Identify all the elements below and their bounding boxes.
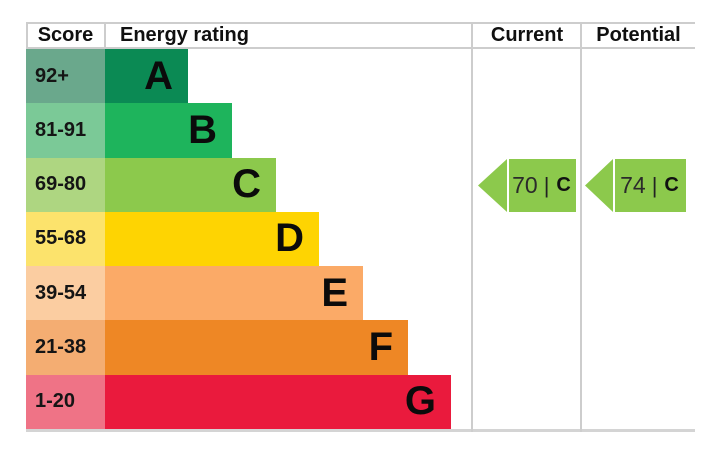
header-bottom-border xyxy=(26,47,695,49)
potential-rating-separator: | xyxy=(651,172,658,198)
table-top-border xyxy=(26,22,695,24)
potential-rating-value: 74 xyxy=(620,172,646,198)
header-score-separator xyxy=(104,22,106,49)
band-row-c: 69-80 C xyxy=(26,157,472,212)
table-bottom-border xyxy=(26,429,695,432)
band-score-cell: 21-38 xyxy=(26,320,105,375)
band-rows: 92+ A 81-91 B 69-80 C 55-68 D 39-54 E 21… xyxy=(26,49,472,429)
band-bar: C xyxy=(105,157,276,212)
header-left-border xyxy=(26,22,28,49)
potential-rating-label: 74 | C xyxy=(613,159,686,212)
energy-rating-column-header: Energy rating xyxy=(120,24,249,46)
band-bar: F xyxy=(105,320,408,375)
potential-column-header: Potential xyxy=(596,24,681,46)
left-arrow-shape-icon xyxy=(585,159,686,212)
band-bar: B xyxy=(105,103,232,158)
band-score-cell: 1-20 xyxy=(26,374,105,429)
left-arrow-shape-icon xyxy=(478,159,576,212)
band-score-cell: 39-54 xyxy=(26,266,105,321)
band-row-e: 39-54 E xyxy=(26,266,472,321)
potential-rating-band: C xyxy=(664,174,679,196)
band-score-cell: 69-80 xyxy=(26,157,105,212)
potential-rating-arrow: 74 | C xyxy=(585,159,686,212)
band-score-cell: 92+ xyxy=(26,49,105,104)
band-bar: D xyxy=(105,211,319,267)
current-column-separator xyxy=(471,22,473,432)
current-rating-label: 70 | C xyxy=(507,159,576,212)
current-rating-value: 70 xyxy=(512,172,538,198)
score-column-header: Score xyxy=(37,24,94,46)
current-rating-separator: | xyxy=(543,172,550,198)
band-row-d: 55-68 D xyxy=(26,211,472,267)
current-column-header: Current xyxy=(490,24,564,46)
band-row-a: 92+ A xyxy=(26,49,472,104)
band-bar: G xyxy=(105,374,451,429)
band-row-f: 21-38 F xyxy=(26,320,472,375)
band-bar: A xyxy=(105,49,188,104)
potential-column-separator xyxy=(580,22,582,432)
band-bar: E xyxy=(105,266,363,321)
band-row-g: 1-20 G xyxy=(26,374,472,429)
current-rating-band: C xyxy=(556,174,571,196)
band-score-cell: 81-91 xyxy=(26,103,105,158)
band-row-b: 81-91 B xyxy=(26,103,472,158)
current-rating-arrow: 70 | C xyxy=(478,159,576,212)
band-score-cell: 55-68 xyxy=(26,211,105,267)
